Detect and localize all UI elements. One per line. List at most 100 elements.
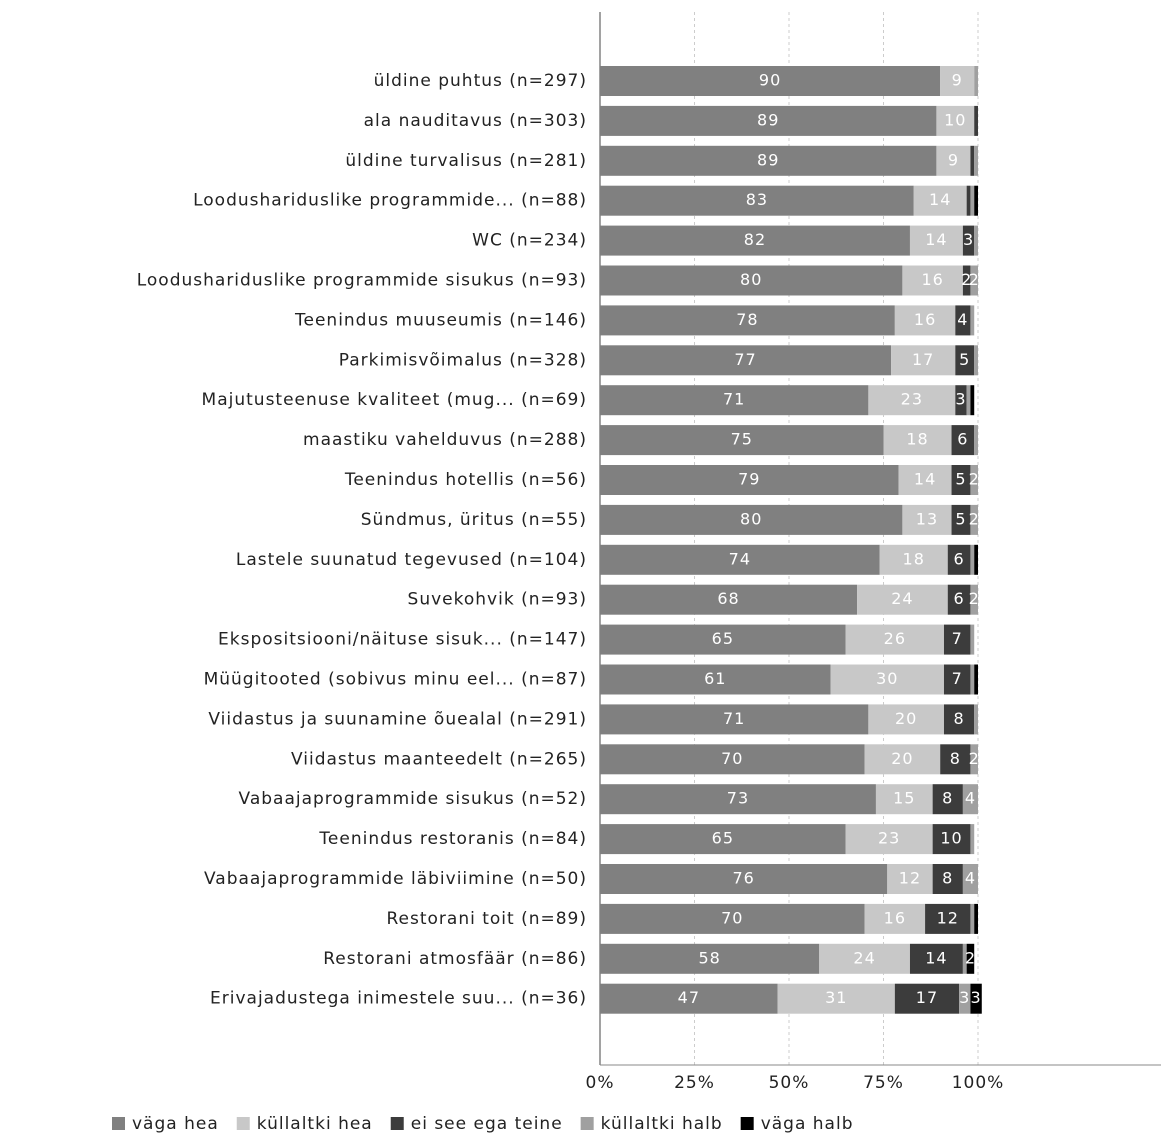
bar-segment (962, 864, 978, 894)
data-label: 6 (954, 549, 965, 568)
bar-segment (600, 983, 778, 1014)
bar-segment (600, 624, 846, 655)
data-label: 5 (955, 509, 966, 528)
bar-segment (970, 145, 975, 176)
y-tick-label: Teenindus restoranis (n=84) (318, 829, 587, 849)
data-label: 14 (929, 190, 951, 209)
data-label: 70 (721, 749, 743, 768)
data-label: 17 (912, 350, 934, 369)
bar-segment (830, 664, 944, 695)
y-tick-label: Restorani atmosfäär (n=86) (323, 949, 587, 969)
bar-segment (970, 584, 978, 615)
data-label: 5 (959, 350, 970, 369)
bar-segment (974, 185, 978, 216)
data-label: 16 (884, 908, 906, 927)
bar-segment (898, 465, 952, 495)
bar-segment (932, 784, 963, 815)
legend-label: küllaltki halb (601, 1114, 723, 1134)
data-label: 2 (969, 589, 980, 608)
legend-swatch (740, 1117, 754, 1130)
bar-segment (600, 425, 884, 456)
y-tick-label: Loodushariduslike programmide sisukus (n… (137, 271, 587, 291)
data-label: 14 (925, 948, 947, 967)
bar-segment (940, 66, 975, 96)
data-label: 7 (952, 629, 963, 648)
legend-label: väga hea (132, 1114, 219, 1134)
bar-segment (951, 465, 971, 495)
data-label: 77 (734, 350, 756, 369)
data-label: 5 (955, 470, 966, 489)
bar-segment (600, 145, 937, 176)
bar-segment (970, 903, 975, 934)
bar-segment (600, 265, 903, 296)
bar-segment (909, 943, 963, 974)
y-tick-label: üldine puhtus (n=297) (374, 71, 587, 91)
bar-segment (845, 624, 944, 655)
bar-segment (936, 145, 971, 176)
data-label: 9 (948, 150, 959, 169)
data-label: 82 (744, 230, 766, 249)
legend-swatch (112, 1117, 125, 1130)
bar-segment (600, 66, 941, 96)
bar-segment (600, 504, 903, 535)
data-label: 71 (723, 390, 745, 409)
bar-segment (970, 664, 975, 695)
data-label: 76 (732, 869, 754, 888)
bar-segment (974, 145, 978, 176)
bar-segment (947, 584, 971, 615)
y-tick-label: Loodushariduslike programmide... (n=88) (193, 191, 587, 211)
y-tick-label: Ekspositsiooni/näituse sisuk... (n=147) (218, 630, 587, 650)
bar-segment (902, 265, 963, 296)
x-tick-label: 100% (952, 1073, 1005, 1093)
data-label: 4 (965, 869, 976, 888)
y-tick-label: Suvekohvik (n=93) (408, 590, 587, 610)
data-label: 78 (736, 310, 758, 329)
data-label: 70 (721, 908, 743, 927)
bar-segment (600, 864, 888, 894)
bar-segment (970, 624, 975, 655)
bar-segment (974, 544, 978, 575)
data-label: 18 (903, 549, 925, 568)
bar-segment (600, 465, 899, 495)
bar-segment (951, 504, 971, 535)
bar-segment (947, 544, 971, 575)
y-tick-label: ala nauditavus (n=303) (364, 111, 587, 131)
data-label: 89 (757, 150, 779, 169)
bar-segment (879, 544, 948, 575)
bar-segment (962, 265, 971, 296)
bar-segment (940, 744, 971, 775)
bar-segment (970, 544, 975, 575)
bar-segment (600, 105, 937, 136)
data-label: 10 (940, 829, 962, 848)
y-tick-label: Müügitooted (sobivus minu eel... (n=87) (204, 670, 587, 690)
bar-segment (600, 664, 831, 695)
bar-segment (600, 903, 865, 934)
bar-segment (966, 943, 975, 974)
data-label: 2 (969, 470, 980, 489)
bar-segment (875, 784, 933, 815)
data-label: 12 (899, 869, 921, 888)
bar-segment (925, 903, 971, 934)
data-label: 9 (952, 71, 963, 90)
data-label: 13 (916, 509, 938, 528)
data-label: 16 (914, 310, 936, 329)
data-label: 2 (969, 749, 980, 768)
x-tick-label: 0% (586, 1073, 615, 1093)
data-label: 15 (893, 789, 915, 808)
bar-segment (600, 385, 869, 416)
y-tick-label: Viidastus ja suunamine õuealal (n=291) (208, 709, 587, 729)
data-label: 2 (969, 509, 980, 528)
data-label: 74 (729, 549, 751, 568)
bar-segment (974, 903, 978, 934)
data-label: 79 (738, 470, 760, 489)
data-label: 30 (876, 669, 898, 688)
bar-segment (845, 824, 933, 855)
bar-segment (966, 385, 971, 416)
data-label: 18 (906, 430, 928, 449)
bar-segment (864, 903, 926, 934)
y-tick-label: Viidastus maanteedelt (n=265) (291, 749, 587, 769)
x-tick-label: 25% (674, 1073, 715, 1093)
data-label: 3 (971, 988, 982, 1007)
bar-segment (974, 425, 978, 456)
